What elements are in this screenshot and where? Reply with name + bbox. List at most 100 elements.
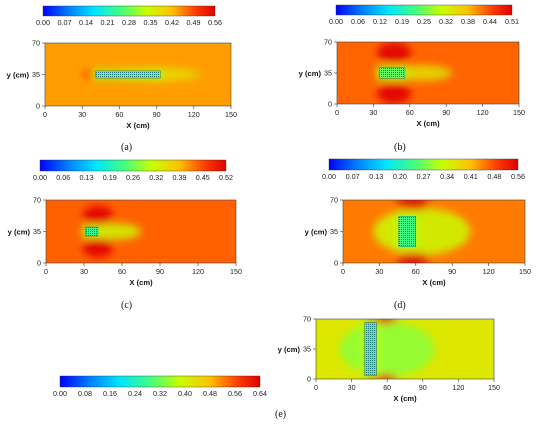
colorbar-tick-a-7: 0.49 [187, 18, 201, 27]
colorbar-tick-b-7: 0.44 [483, 17, 497, 26]
xtick-label-d-2: 60 [412, 267, 420, 276]
blockage-b [379, 67, 406, 79]
xlabel-d: X (cm) [422, 278, 446, 287]
colorbar-tick-a-5: 0.35 [144, 18, 158, 27]
caption-c: (c) [121, 300, 133, 311]
chart-e: 0.00 0.08 0.16 0.24 0.32 0.40 0.48 0.56 0.64 0 30 6… [53, 315, 500, 404]
blockage-d [398, 216, 416, 248]
wake-region-c [90, 223, 141, 240]
colorbar-tick-c-8: 0.52 [219, 173, 233, 182]
colorbar-tick-a-6: 0.42 [165, 18, 179, 27]
ytick-label-c-2: 70 [33, 196, 41, 205]
xlabel-e: X (cm) [393, 394, 417, 403]
ytick-label-e-0: 0 [307, 375, 311, 384]
colorbar-tick-b-0: 0.00 [329, 17, 343, 26]
colorbar-tick-e-7: 0.56 [228, 389, 242, 398]
accel-spot-d-0 [396, 200, 431, 211]
ytick-label-a-0: 0 [36, 102, 40, 111]
colorbar-tick-d-6: 0.41 [464, 172, 478, 181]
xlabel-a: X (cm) [126, 121, 150, 130]
colorbar-tick-e-0: 0.00 [53, 389, 67, 398]
colorbar-a [42, 5, 216, 17]
xtick-label-d-5: 150 [519, 267, 531, 276]
colorbar-tick-e-4: 0.32 [153, 389, 167, 398]
colorbar-tick-d-4: 0.27 [417, 172, 431, 181]
colorbar-tick-c-4: 0.26 [126, 173, 140, 182]
field-c [46, 200, 236, 263]
xtick-label-b-3: 90 [442, 108, 450, 117]
accel-spot-c-1 [82, 237, 114, 258]
ytick-label-d-1: 35 [330, 227, 338, 236]
colorbar-tick-d-0: 0.00 [322, 172, 336, 181]
ylabel-a: y (cm) [7, 71, 30, 80]
chart-d: 0.00 0.07 0.13 0.20 0.27 0.34 0.41 0.48 0.56 0 30 6… [305, 158, 531, 287]
panel-b: 0.00 0.06 0.12 0.19 0.25 0.32 0.38 0.44 0.51 0 30 6… [275, 0, 550, 165]
ytick-label-d-2: 70 [330, 196, 338, 205]
colorbar-c [39, 159, 227, 172]
xtick-label-c-4: 120 [192, 267, 204, 276]
ylabel-c: y (cm) [8, 228, 31, 237]
colorbar-tick-a-2: 0.14 [79, 18, 93, 27]
colorbar-tick-d-8: 0.56 [511, 172, 525, 181]
field-b [337, 42, 519, 104]
caption-e: (e) [275, 409, 287, 420]
colorbar-tick-a-4: 0.28 [122, 18, 136, 27]
xtick-label-e-3: 90 [419, 383, 427, 392]
xtick-label-b-2: 60 [406, 108, 414, 117]
colorbar-tick-c-2: 0.13 [80, 173, 94, 182]
colorbar-tick-e-5: 0.40 [178, 389, 192, 398]
colorbar-tick-d-2: 0.13 [369, 172, 383, 181]
xtick-label-d-3: 90 [448, 267, 456, 276]
xtick-label-b-4: 120 [477, 108, 489, 117]
wake-region-e [339, 321, 435, 377]
colorbar-tick-a-3: 0.21 [101, 18, 115, 27]
blockage-a [95, 70, 161, 79]
colorbar-tick-c-6: 0.39 [173, 173, 187, 182]
chart-a: 0.00 0.07 0.14 0.21 0.28 0.35 0.42 0.49 0.56 0 30 6… [7, 5, 237, 130]
colorbar-tick-a-8: 0.56 [208, 18, 222, 27]
colorbar-tick-c-7: 0.45 [196, 173, 210, 182]
colorbar-tick-b-5: 0.32 [439, 17, 453, 26]
xtick-label-e-0: 0 [314, 383, 318, 392]
xtick-label-a-4: 120 [188, 110, 200, 119]
ylabel-b: y (cm) [299, 69, 322, 78]
chart-b: 0.00 0.06 0.12 0.19 0.25 0.32 0.38 0.44 0.51 0 30 6… [299, 4, 525, 128]
colorbar-tick-b-1: 0.06 [351, 17, 365, 26]
xtick-label-e-5: 150 [488, 383, 500, 392]
xtick-label-b-5: 150 [513, 108, 525, 117]
ytick-label-b-0: 0 [328, 100, 332, 109]
ytick-label-e-1: 35 [303, 345, 311, 354]
colorbar-tick-b-2: 0.12 [373, 17, 387, 26]
colorbar-tick-d-1: 0.07 [346, 172, 360, 181]
xtick-label-c-3: 90 [156, 267, 164, 276]
xtick-label-c-2: 60 [118, 267, 126, 276]
colorbar-tick-e-6: 0.48 [203, 389, 217, 398]
xlabel-c: X (cm) [129, 278, 153, 287]
caption-d: (d) [394, 300, 406, 311]
panel-c: 0.00 0.06 0.13 0.19 0.26 0.32 0.39 0.45 0.52 0 30 6… [0, 157, 275, 317]
colorbar-tick-e-8: 0.64 [253, 389, 267, 398]
colorbar-tick-c-1: 0.06 [56, 173, 70, 182]
xtick-label-a-1: 30 [78, 110, 86, 119]
colorbar-tick-a-0: 0.00 [36, 18, 50, 27]
field-a [45, 43, 231, 106]
xtick-label-e-4: 120 [452, 383, 464, 392]
colorbar-tick-c-5: 0.32 [149, 173, 163, 182]
field-features-c [82, 205, 141, 258]
colorbar-tick-b-6: 0.38 [461, 17, 475, 26]
xtick-label-a-0: 0 [43, 110, 47, 119]
colorbar-tick-c-0: 0.00 [33, 173, 47, 182]
xtick-label-c-0: 0 [44, 267, 48, 276]
colorbar-tick-b-3: 0.19 [395, 17, 409, 26]
field-e [316, 319, 494, 379]
ytick-label-b-1: 35 [324, 69, 332, 78]
colorbar-tick-c-3: 0.19 [103, 173, 117, 182]
colorbar-d [328, 158, 519, 171]
colorbar-tick-e-2: 0.16 [103, 389, 117, 398]
xtick-label-e-1: 30 [348, 383, 356, 392]
colorbar-tick-a-1: 0.07 [58, 18, 72, 27]
colorbar-tick-d-5: 0.34 [440, 172, 454, 181]
caption-a: (a) [121, 142, 133, 153]
colorbar-e [59, 375, 261, 388]
xtick-label-e-2: 60 [383, 383, 391, 392]
